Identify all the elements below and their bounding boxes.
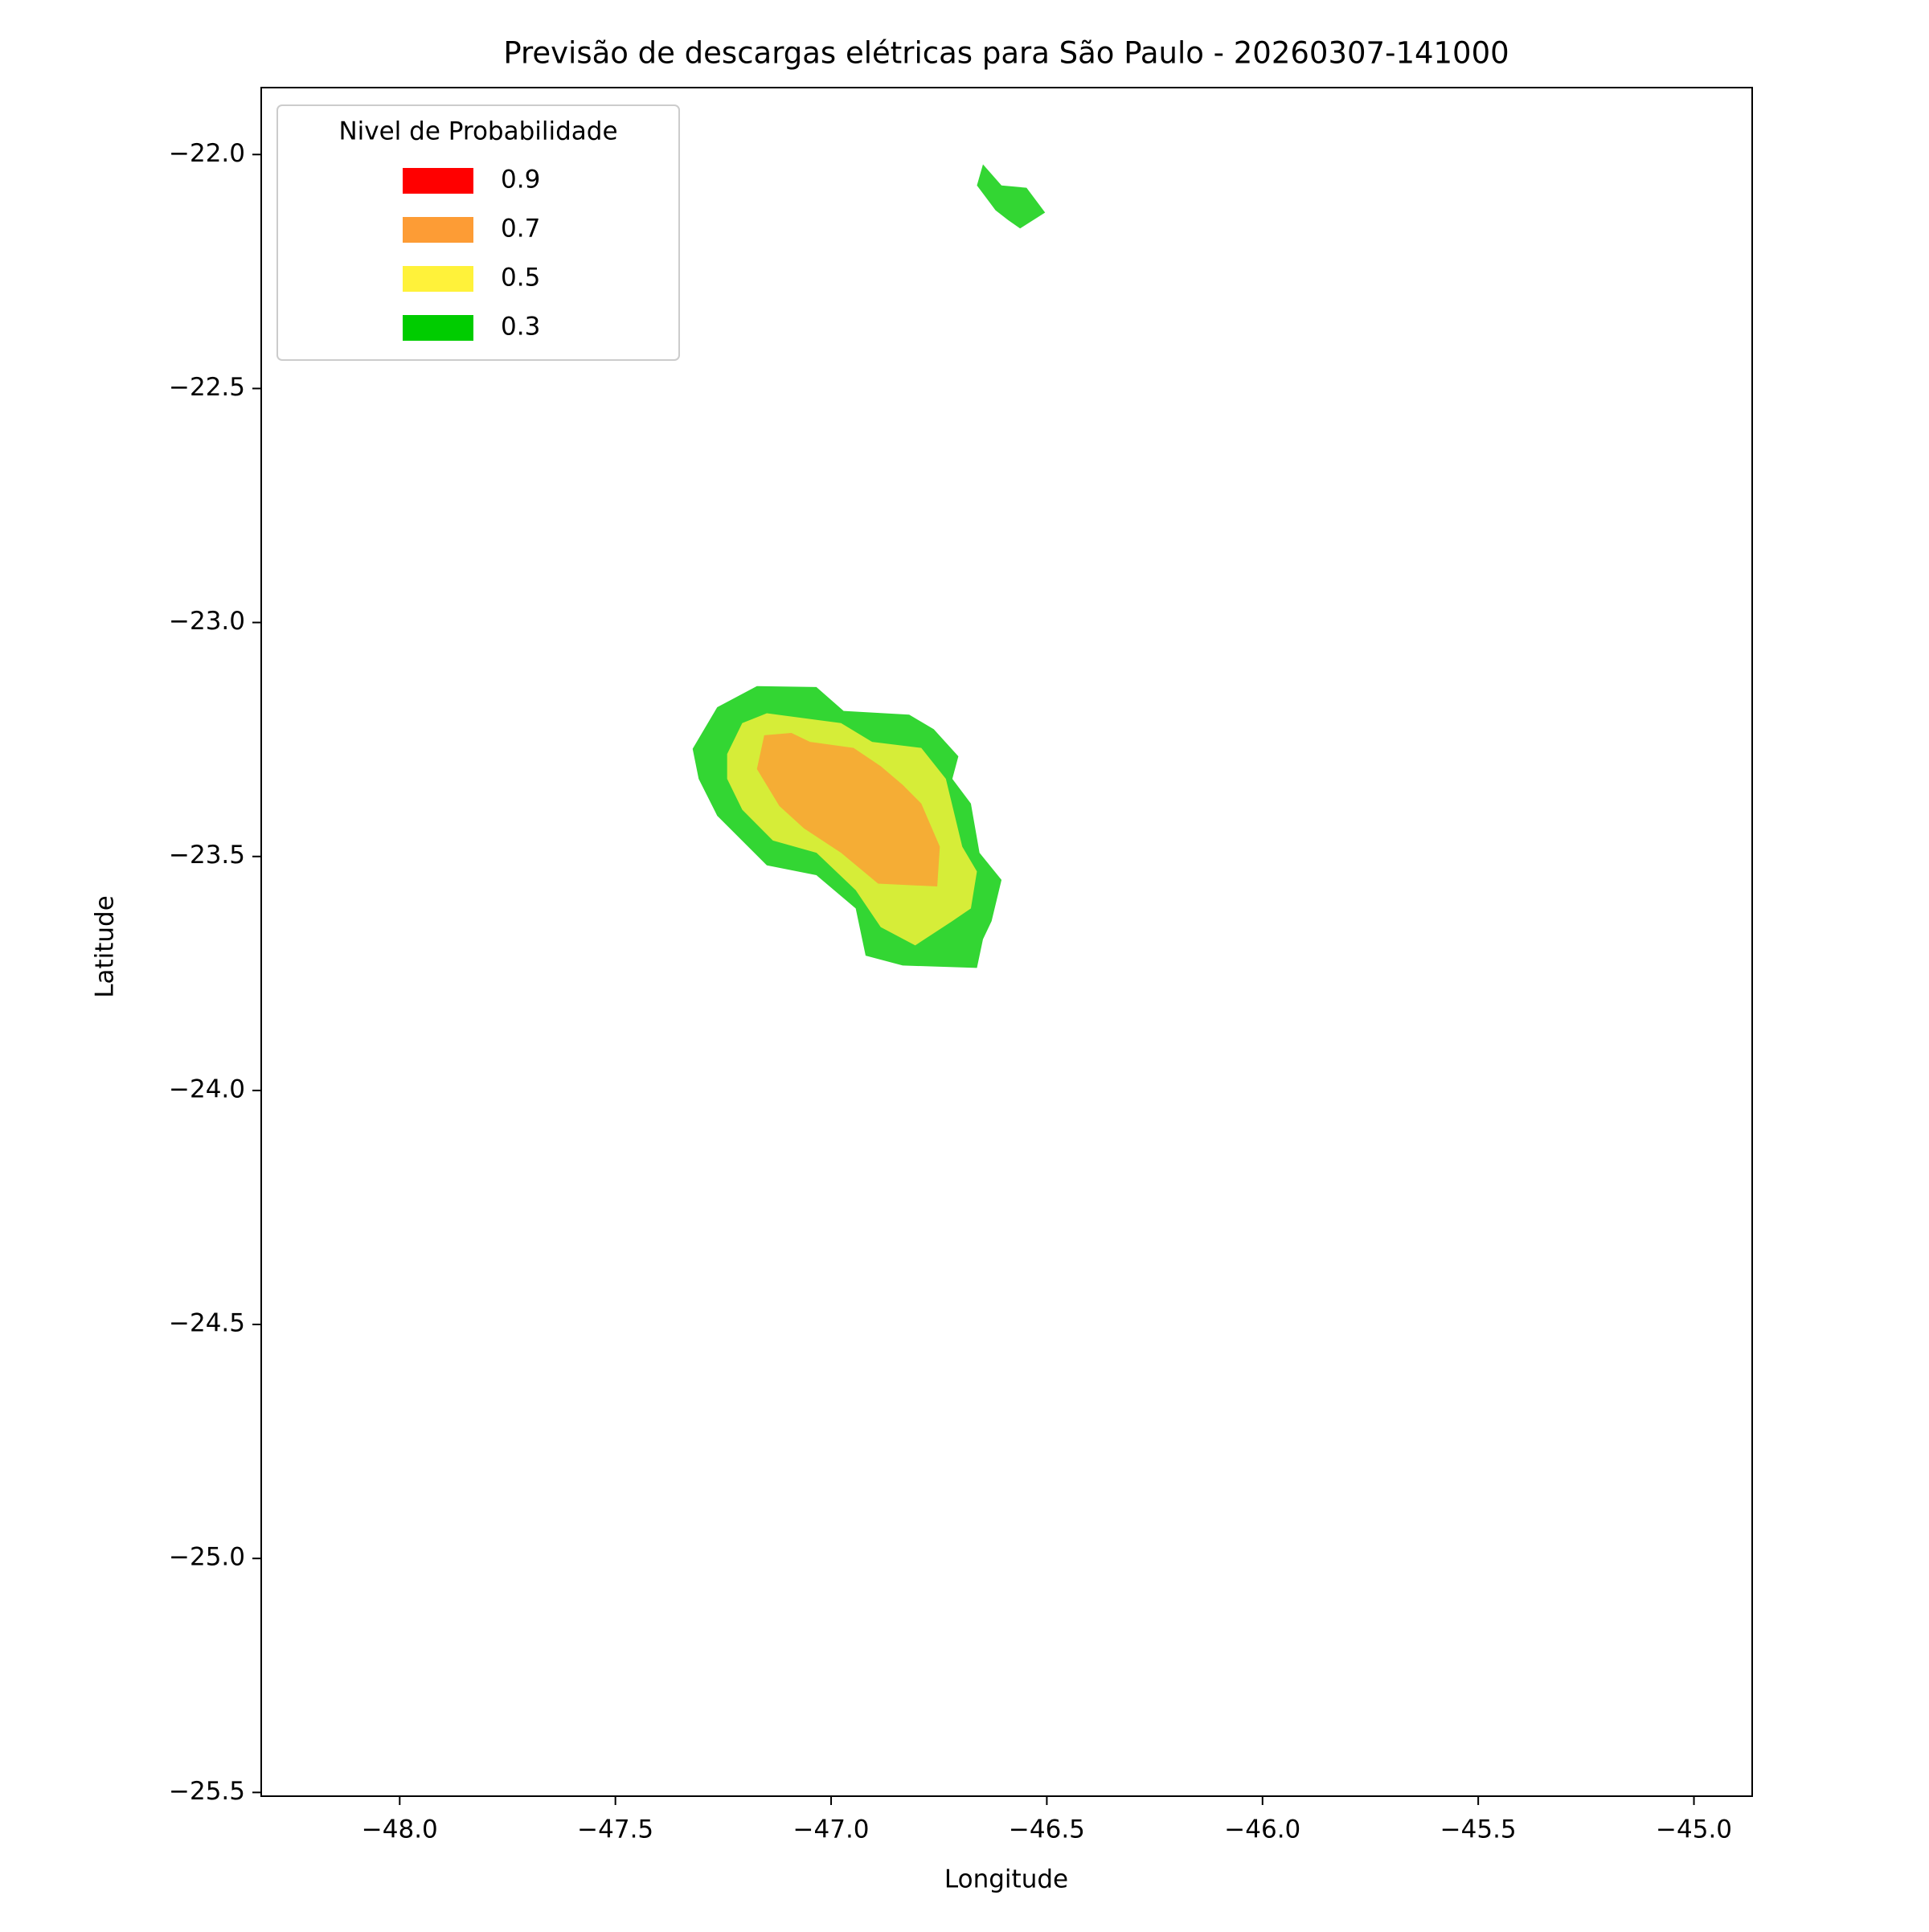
x-tick-label: −46.0 xyxy=(1224,1815,1300,1844)
x-tick-label: −45.0 xyxy=(1656,1815,1732,1844)
chart-title: Previsão de descargas elétricas para São… xyxy=(503,36,1509,71)
legend-label: 0.7 xyxy=(501,215,540,244)
legend-label: 0.5 xyxy=(501,264,540,293)
legend-box xyxy=(276,104,680,361)
legend-swatch xyxy=(403,315,473,341)
x-tick-label: −48.0 xyxy=(362,1815,438,1844)
contour-region xyxy=(977,164,1046,229)
x-tick-label: −45.5 xyxy=(1440,1815,1517,1844)
y-tick-label: −24.5 xyxy=(169,1309,245,1338)
x-tick-label: −46.5 xyxy=(1009,1815,1085,1844)
legend-title: Nivel de Probabilidade xyxy=(338,117,617,146)
y-tick-label: −23.0 xyxy=(169,607,245,636)
legend-swatch xyxy=(403,168,473,194)
legend-label: 0.3 xyxy=(501,313,540,342)
x-axis-label: Longitude xyxy=(944,1865,1068,1894)
y-axis-label: Latitude xyxy=(91,895,120,998)
plot-frame xyxy=(260,87,1753,1797)
y-tick-label: −25.5 xyxy=(169,1777,245,1806)
y-tick-label: −25.0 xyxy=(169,1543,245,1572)
y-tick-label: −24.0 xyxy=(169,1074,245,1103)
legend-label: 0.9 xyxy=(501,166,540,194)
legend-swatch xyxy=(403,266,473,292)
y-tick-label: −23.5 xyxy=(169,841,245,870)
x-tick-label: −47.5 xyxy=(577,1815,653,1844)
legend-swatch xyxy=(403,217,473,243)
contour-region xyxy=(756,733,940,886)
y-tick-label: −22.0 xyxy=(169,139,245,168)
y-tick-label: −22.5 xyxy=(169,373,245,402)
x-tick-label: −47.0 xyxy=(793,1815,870,1844)
